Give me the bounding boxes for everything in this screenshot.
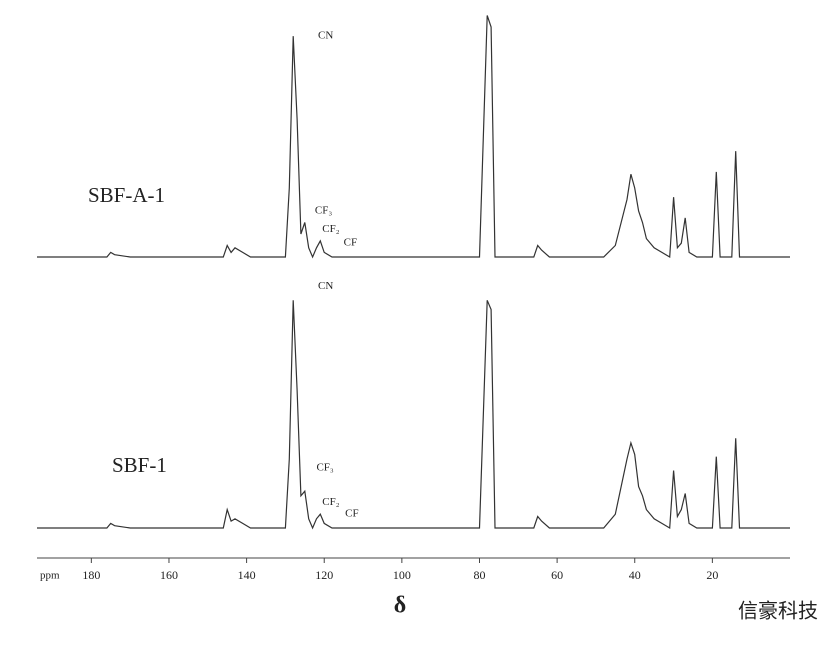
- peak-label: CF: [344, 237, 357, 249]
- spectrum: [37, 300, 790, 530]
- peak-label: CF₂: [322, 223, 339, 235]
- x-tick-label: 160: [160, 568, 178, 582]
- peak-label: CF₃: [316, 462, 333, 474]
- series-label: SBF-A-1: [88, 183, 165, 207]
- peak-label: CF: [345, 508, 358, 520]
- peak-label: CN: [318, 30, 333, 42]
- peak-label: CN: [318, 280, 333, 292]
- x-tick-label: 80: [473, 568, 485, 582]
- watermark: 信豪科技: [738, 599, 818, 623]
- x-tick-label: 60: [551, 568, 563, 582]
- spectrum: [37, 15, 790, 259]
- x-tick-label: 180: [82, 568, 100, 582]
- x-axis-unit: ppm: [40, 570, 60, 582]
- x-tick-label: 140: [238, 568, 256, 582]
- x-tick-label: 100: [393, 568, 411, 582]
- x-tick-label: 20: [706, 568, 718, 582]
- series-label: SBF-1: [112, 453, 167, 477]
- peak-label: CF₂: [322, 496, 339, 508]
- x-axis-label: δ: [394, 593, 406, 619]
- x-tick-label: 40: [629, 568, 641, 582]
- x-tick-label: 120: [315, 568, 333, 582]
- peak-label: CF₃: [315, 205, 332, 217]
